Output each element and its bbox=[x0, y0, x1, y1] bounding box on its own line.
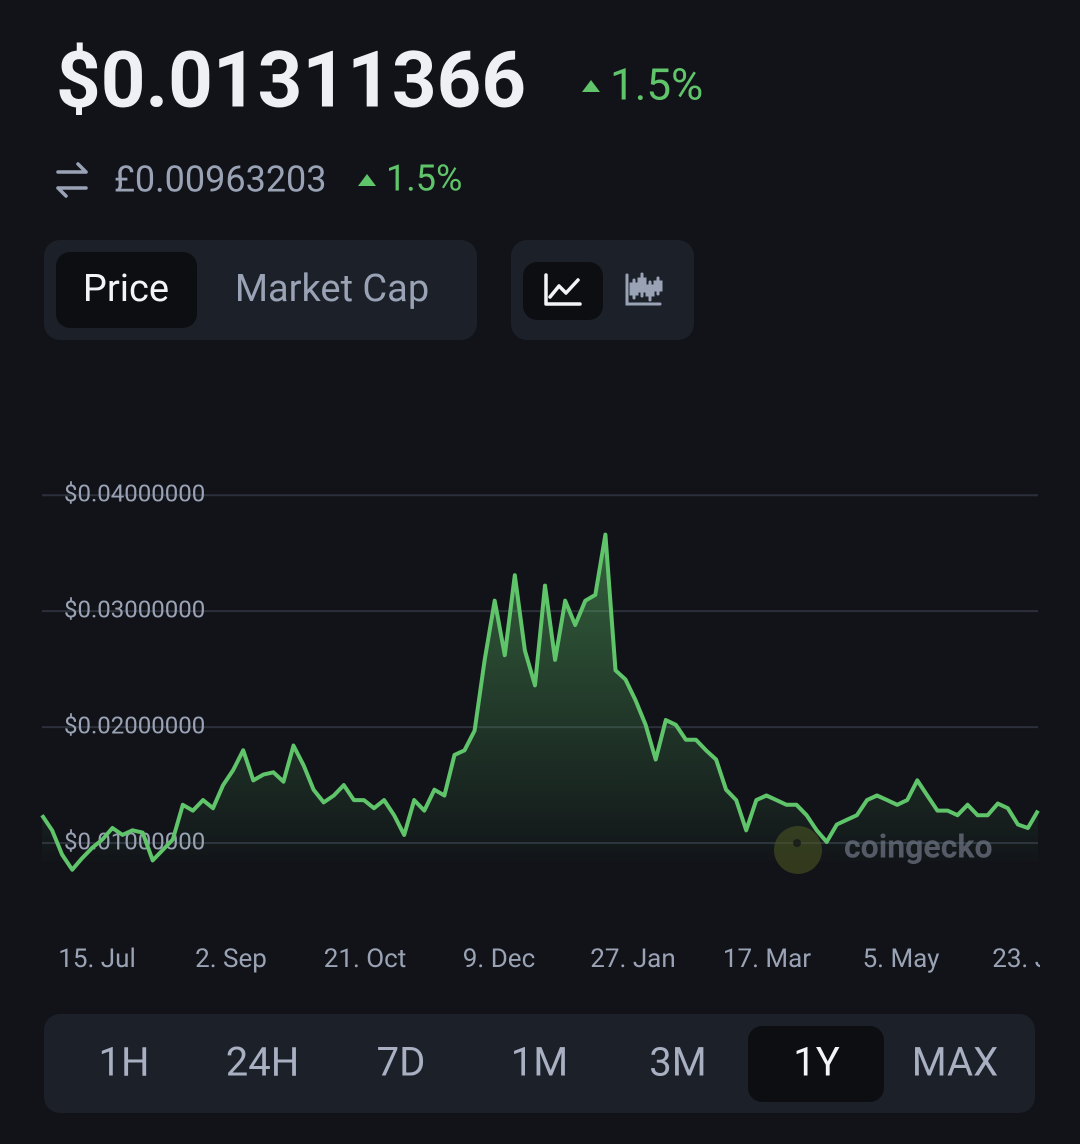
x-tick-label: 27. Jan bbox=[590, 944, 675, 974]
tab-market-cap[interactable]: Market Cap bbox=[235, 267, 429, 311]
y-tick-label: $0.03000000 bbox=[64, 595, 205, 623]
range-button[interactable]: 1H bbox=[98, 1039, 149, 1086]
x-tick-label: 2. Sep bbox=[195, 944, 267, 974]
price-area bbox=[42, 534, 1038, 870]
price: $0.01311366 bbox=[56, 36, 526, 127]
range-button[interactable]: 1M bbox=[511, 1039, 568, 1086]
candle-chart-icon bbox=[625, 272, 663, 306]
range-active-bg bbox=[748, 1026, 884, 1102]
x-tick-label: 23. Jun bbox=[992, 944, 1078, 974]
tab-price[interactable]: Price bbox=[83, 267, 169, 311]
x-tick-label: 15. Jul bbox=[58, 944, 136, 974]
range-button[interactable]: 1Y bbox=[793, 1039, 840, 1086]
price-change: 1.5% bbox=[610, 59, 703, 111]
y-tick-label: $0.02000000 bbox=[64, 711, 205, 739]
up-arrow bbox=[582, 80, 600, 92]
line-chart-icon bbox=[544, 273, 582, 306]
chart: $0.01000000$0.02000000$0.03000000$0.0400… bbox=[40, 480, 1078, 974]
price-line bbox=[40, 532, 1040, 872]
watermark: coingecko bbox=[844, 827, 993, 865]
watermark-logo bbox=[774, 826, 822, 874]
alt-price-change: 1.5% bbox=[386, 158, 462, 200]
candle-chart-button[interactable] bbox=[614, 262, 678, 320]
range-button[interactable]: MAX bbox=[912, 1039, 998, 1086]
y-tick-label: $0.04000000 bbox=[64, 480, 205, 508]
range-button[interactable]: 3M bbox=[649, 1039, 706, 1086]
range-buttons: 1H 24H 7D 1M 3M 1Y MAX bbox=[98, 1039, 998, 1086]
x-tick-label: 17. Mar bbox=[723, 944, 811, 974]
range-button[interactable]: 7D bbox=[377, 1039, 426, 1086]
x-tick-label: 21. Oct bbox=[324, 944, 407, 974]
tab-active-bg bbox=[56, 252, 197, 328]
x-axis-labels: 15. Jul 2. Sep 21. Oct 9. Dec 27. Jan 17. Mar… bbox=[58, 944, 1078, 974]
alt-price: £0.00963203 bbox=[114, 159, 327, 201]
x-tick-label: 9. Dec bbox=[463, 944, 535, 974]
watermark-eye bbox=[793, 839, 801, 847]
x-tick-label: 5. May bbox=[863, 944, 940, 974]
swap-icon bbox=[56, 162, 88, 198]
up-arrow bbox=[358, 174, 376, 186]
range-button[interactable]: 24H bbox=[226, 1039, 300, 1086]
